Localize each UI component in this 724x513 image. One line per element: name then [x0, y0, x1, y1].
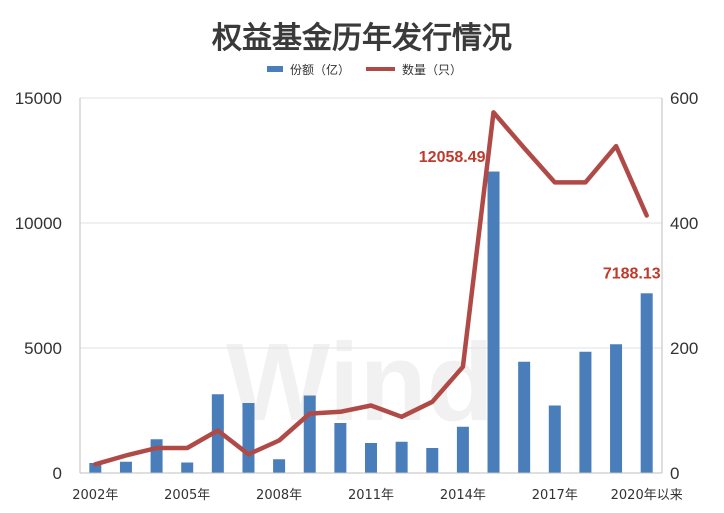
bar: [273, 459, 286, 473]
legend-label-bar: 份额（亿）: [290, 62, 350, 77]
chart-title: 权益基金历年发行情况: [211, 21, 512, 56]
y-left-tick-label: 0: [53, 464, 62, 483]
bar: [365, 443, 377, 473]
bar: [119, 461, 132, 473]
data-label: 12058.49: [419, 149, 486, 166]
x-tick-label: 2011年: [348, 488, 394, 503]
bar: [487, 171, 500, 473]
x-tick-label: 2014年: [440, 488, 486, 503]
y-right-tick-label: 200: [670, 339, 698, 358]
bar: [579, 351, 592, 473]
x-tick-label: 2005年: [164, 488, 210, 503]
x-tick-label: 2002年: [72, 488, 118, 503]
x-tick-label: 2017年: [532, 488, 578, 503]
legend-label-line: 数量（只）: [402, 62, 462, 77]
y-left-tick-label: 15000: [15, 89, 62, 108]
bar: [640, 293, 653, 473]
line-series-path: [93, 110, 649, 467]
bar: [150, 439, 163, 473]
legend: 份额（亿） 数量（只）: [267, 62, 462, 77]
watermark: Wind: [226, 321, 494, 444]
line-series: [93, 110, 649, 467]
bar: [518, 361, 531, 473]
y-left-tick-label: 5000: [24, 339, 62, 358]
axes: 0 5000 10000 15000 0 200 400 600 2002年 2005年 2008年…: [15, 89, 699, 503]
y-right-tick-label: 400: [670, 214, 698, 233]
bar: [426, 448, 439, 473]
bar: [303, 395, 316, 473]
y-right-tick-label: 600: [670, 89, 698, 108]
x-tick-label: 2020年以来: [611, 488, 683, 503]
y-right-tick-label: 0: [670, 464, 679, 483]
annotations: 12058.49 7188.13: [419, 149, 661, 282]
bar: [334, 423, 347, 473]
y-left-tick-label: 10000: [15, 214, 62, 233]
legend-swatch-bar: [267, 66, 283, 72]
bar: [610, 344, 623, 473]
bar: [89, 463, 102, 473]
bar: [181, 462, 194, 473]
data-label: 7188.13: [603, 265, 661, 282]
bar: [211, 394, 224, 473]
bar: [548, 405, 561, 473]
x-tick-label: 2008年: [256, 488, 302, 503]
bar: [456, 426, 469, 473]
gridlines: [80, 97, 662, 349]
bar: [395, 441, 408, 473]
bar: [242, 403, 255, 473]
